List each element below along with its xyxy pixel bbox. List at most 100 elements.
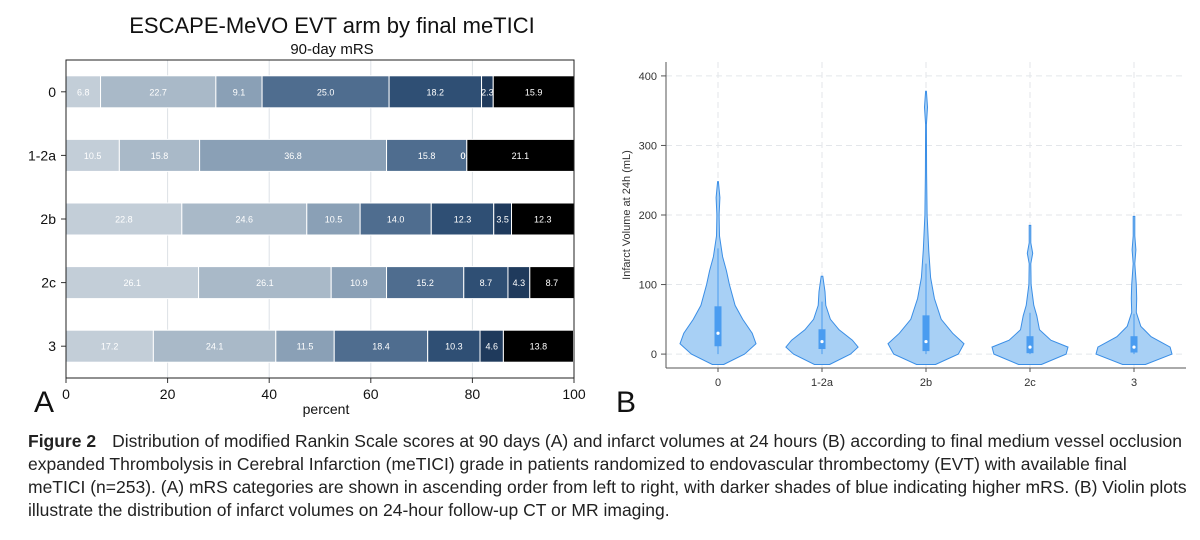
chart-a-data-label: 13.8 bbox=[530, 342, 548, 352]
chart-a-bar-segment bbox=[388, 75, 483, 109]
chart-a-data-label: 15.2 bbox=[416, 278, 434, 288]
chart-b-box bbox=[714, 306, 722, 347]
chart-b-median bbox=[716, 331, 720, 335]
chart-a-bar-segment bbox=[215, 75, 263, 109]
chart-a-data-label: 21.1 bbox=[512, 151, 530, 161]
chart-a-bar-segment bbox=[466, 138, 575, 172]
chart-a-data-label: 26.1 bbox=[124, 278, 142, 288]
chart-b-violin bbox=[1095, 215, 1173, 365]
chart-a-frame bbox=[65, 59, 575, 379]
chart-a: ESCAPE-MeVO EVT arm by final meTICI 90-da… bbox=[28, 13, 586, 417]
chart-a-data-label: 2.3 bbox=[481, 87, 494, 97]
chart-a-data-label: 22.8 bbox=[115, 215, 133, 225]
chart-a-subtitle: 90-day mRS bbox=[290, 41, 373, 58]
chart-a-category-label: 3 bbox=[48, 338, 56, 354]
chart-b-x-tick-label: 0 bbox=[715, 377, 721, 389]
chart-a-data-label: 8.7 bbox=[546, 278, 559, 288]
chart-a-bar-segment bbox=[463, 266, 509, 300]
chart-a-data-label: 15.8 bbox=[418, 151, 436, 161]
chart-b-box bbox=[1130, 336, 1138, 353]
chart-b-median bbox=[1132, 345, 1136, 349]
chart-a-data-label: 25.0 bbox=[317, 87, 335, 97]
chart-a-bar-segment bbox=[306, 202, 361, 236]
chart-b-y-axis-label: Infarct Volume at 24h (mL) bbox=[621, 150, 633, 280]
chart-b-box bbox=[922, 315, 930, 352]
chart-a-data-label: 4.6 bbox=[485, 342, 498, 352]
panel-label-a: A bbox=[34, 386, 55, 419]
chart-a-bar-segment bbox=[100, 75, 217, 109]
panel-label-b: B bbox=[616, 386, 637, 419]
chart-a-data-label: 10.5 bbox=[325, 215, 343, 225]
chart-b: 0 100 200 300 400 Infarct Volume at 24h (mL) 0… bbox=[621, 62, 1186, 389]
chart-a-bar-segment bbox=[152, 329, 277, 363]
chart-a-bar-segment bbox=[330, 266, 388, 300]
caption-figure-number: Figure 2 bbox=[28, 431, 97, 451]
chart-a-data-label: 11.5 bbox=[297, 342, 314, 352]
chart-a-data-label: 18.2 bbox=[427, 87, 445, 97]
chart-a-bar-segment bbox=[359, 202, 432, 236]
chart-b-violin bbox=[991, 224, 1069, 365]
chart-b-median bbox=[820, 339, 824, 344]
chart-a-bar-segment bbox=[333, 329, 429, 363]
chart-a-data-label: 15.9 bbox=[525, 87, 543, 97]
chart-a-bar-segment bbox=[427, 329, 481, 363]
chart-a-bar-segment bbox=[65, 138, 120, 172]
chart-a-bar-segment bbox=[511, 202, 575, 236]
chart-a-bar-segment bbox=[65, 202, 183, 236]
chart-a-bar-segment bbox=[118, 138, 201, 172]
chart-a-data-label: 10.3 bbox=[445, 342, 463, 352]
chart-a-x-tick-label: 20 bbox=[160, 386, 176, 402]
chart-a-data-label: 4.3 bbox=[513, 278, 526, 288]
chart-a-bar-segment bbox=[199, 138, 388, 172]
chart-b-x-tick-label: 2c bbox=[1024, 377, 1036, 389]
chart-b-y-tick-label: 300 bbox=[639, 140, 657, 152]
chart-a-category-label: 2b bbox=[40, 211, 56, 227]
chart-a-data-label: 26.1 bbox=[256, 278, 274, 288]
chart-a-data-label: 9.1 bbox=[233, 87, 246, 97]
chart-b-box bbox=[818, 329, 826, 350]
chart-a-x-tick-label: 80 bbox=[465, 386, 481, 402]
chart-a-data-label: 12.3 bbox=[454, 215, 472, 225]
chart-b-x-tick-label: 3 bbox=[1131, 377, 1137, 389]
chart-a-data-label: 10.5 bbox=[84, 151, 102, 161]
chart-a-bar-segment bbox=[529, 266, 575, 300]
chart-b-median bbox=[1028, 345, 1032, 349]
chart-b-x-tick-label: 1-2a bbox=[811, 377, 834, 389]
chart-b-box bbox=[1026, 336, 1034, 354]
chart-a-category-label: 1-2a bbox=[28, 147, 56, 163]
chart-a-data-label: 22.7 bbox=[149, 87, 167, 97]
chart-a-data-label: 12.3 bbox=[534, 215, 552, 225]
chart-b-y-tick-label: 400 bbox=[639, 71, 657, 83]
chart-a-data-label: 6.8 bbox=[77, 87, 90, 97]
chart-a-data-label: 17.2 bbox=[101, 342, 119, 352]
chart-b-y-tick-label: 100 bbox=[639, 280, 657, 292]
chart-a-data-label: 36.8 bbox=[284, 151, 302, 161]
chart-a-x-tick-label: 100 bbox=[562, 386, 586, 402]
chart-a-bar-segment bbox=[386, 138, 468, 172]
chart-a-data-label: 24.1 bbox=[206, 342, 224, 352]
chart-a-data-label: 24.6 bbox=[236, 215, 254, 225]
chart-a-bar-segment bbox=[65, 266, 200, 300]
chart-a-bar-segment bbox=[198, 266, 332, 300]
chart-b-y-tick-label: 200 bbox=[639, 210, 657, 222]
chart-b-x-tick-label: 2b bbox=[920, 377, 932, 389]
caption-text: Distribution of modified Rankin Scale sc… bbox=[28, 431, 1187, 520]
chart-a-x-axis-label: percent bbox=[303, 401, 350, 417]
chart-a-x-tick-label: 0 bbox=[62, 386, 70, 402]
chart-a-data-label: 15.8 bbox=[151, 151, 169, 161]
chart-a-x-tick-label: 40 bbox=[261, 386, 277, 402]
chart-a-category-label: 0 bbox=[48, 84, 56, 100]
chart-a-data-label: 8.7 bbox=[480, 278, 493, 288]
chart-a-data-label: 3.5 bbox=[496, 215, 509, 225]
figure-caption: Figure 2 Distribution of modified Rankin … bbox=[28, 430, 1188, 522]
chart-a-title: ESCAPE-MeVO EVT arm by final meTICI bbox=[129, 13, 534, 38]
chart-a-data-label: 14.0 bbox=[387, 215, 405, 225]
chart-a-bar-segment bbox=[502, 329, 574, 363]
chart-b-median bbox=[924, 339, 928, 344]
chart-a-bar-segment bbox=[275, 329, 335, 363]
chart-a-data-label: 18.4 bbox=[372, 342, 390, 352]
chart-a-data-label: 10.9 bbox=[350, 278, 368, 288]
chart-a-category-label: 2c bbox=[41, 275, 56, 291]
chart-b-violin bbox=[887, 90, 965, 365]
chart-a-x-tick-label: 60 bbox=[363, 386, 379, 402]
